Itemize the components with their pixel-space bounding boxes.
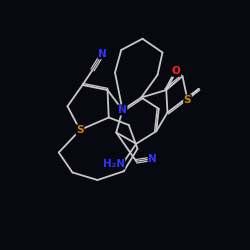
Text: N: N [148, 154, 157, 164]
Text: N: N [118, 105, 127, 115]
Text: S: S [76, 125, 84, 135]
Text: O: O [172, 66, 180, 76]
Text: N: N [98, 49, 107, 59]
Text: H₂N: H₂N [103, 159, 125, 169]
Text: S: S [184, 95, 191, 105]
